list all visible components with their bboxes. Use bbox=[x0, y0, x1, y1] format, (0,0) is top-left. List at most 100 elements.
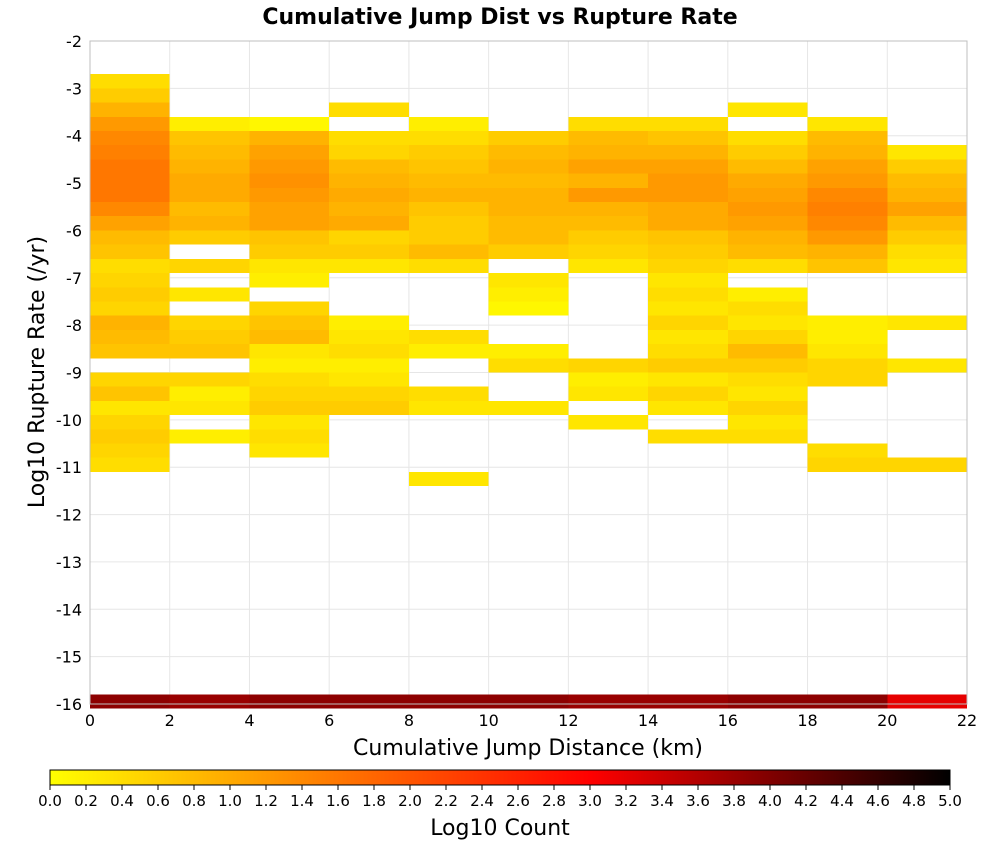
heatmap-cell bbox=[807, 159, 888, 174]
heatmap-cell bbox=[568, 386, 649, 401]
heatmap-cell bbox=[249, 173, 330, 188]
heatmap-cell bbox=[727, 102, 808, 117]
heatmap-cell bbox=[90, 130, 170, 146]
heatmap-cell bbox=[408, 130, 489, 146]
heatmap-cell bbox=[807, 116, 888, 131]
colorbar-tick-label: 1.4 bbox=[290, 792, 314, 810]
heatmap-cell bbox=[727, 372, 808, 387]
heatmap-cell bbox=[727, 415, 808, 430]
heatmap-cell bbox=[169, 202, 250, 217]
heatmap-cell bbox=[408, 145, 489, 160]
heatmap-cell bbox=[408, 173, 489, 188]
y-tick-label: -8 bbox=[66, 316, 82, 335]
heatmap-cell bbox=[648, 187, 728, 203]
heatmap-cell bbox=[568, 202, 649, 217]
heatmap-cell bbox=[727, 358, 808, 373]
heatmap-cell bbox=[90, 244, 170, 259]
heatmap-cell bbox=[408, 344, 489, 359]
y-tick-label: -11 bbox=[56, 458, 82, 477]
y-tick-label: -15 bbox=[56, 648, 82, 667]
heatmap-cell bbox=[648, 344, 728, 359]
heatmap-cell bbox=[169, 344, 250, 359]
colorbar-tick-label: 0.4 bbox=[110, 792, 134, 810]
heatmap-cell bbox=[887, 145, 967, 160]
heatmap-cell bbox=[329, 329, 409, 345]
x-tick-label: 10 bbox=[478, 711, 498, 730]
colorbar-tick-label: 4.0 bbox=[758, 792, 782, 810]
heatmap-cell bbox=[90, 145, 170, 160]
heatmap-cell bbox=[727, 244, 808, 259]
heatmap-cell bbox=[648, 315, 728, 330]
heatmap-cell bbox=[249, 230, 330, 245]
heatmap-cell bbox=[568, 173, 649, 188]
heatmap-cell bbox=[488, 244, 569, 259]
heatmap-cell bbox=[887, 230, 967, 245]
colorbar-tick-label: 5.0 bbox=[938, 792, 962, 810]
heatmap-cell bbox=[408, 400, 489, 416]
heatmap-cell bbox=[807, 258, 888, 274]
x-tick-label: 0 bbox=[85, 711, 95, 730]
heatmap-cell bbox=[807, 329, 888, 345]
heatmap-cell bbox=[329, 258, 409, 274]
heatmap-cell bbox=[648, 173, 728, 188]
colorbar-tick-label: 2.8 bbox=[542, 792, 566, 810]
heatmap-cell bbox=[249, 258, 330, 274]
heatmap-cell bbox=[488, 273, 569, 288]
heatmap-cell bbox=[807, 145, 888, 160]
heatmap-cell bbox=[887, 244, 967, 259]
heatmap-cell bbox=[249, 443, 330, 458]
heatmap-cell bbox=[887, 202, 967, 217]
heatmap-cell bbox=[329, 694, 409, 709]
colorbar-tick-label: 3.6 bbox=[686, 792, 710, 810]
heatmap-cell bbox=[727, 301, 808, 316]
heatmap-cell bbox=[887, 173, 967, 188]
heatmap-cell bbox=[90, 443, 170, 458]
heatmap-cell bbox=[408, 187, 489, 203]
heatmap-cell bbox=[90, 202, 170, 217]
heatmap-cell bbox=[90, 415, 170, 430]
heatmap-cell bbox=[408, 258, 489, 274]
heatmap-cell bbox=[568, 258, 649, 274]
heatmap-cell bbox=[568, 230, 649, 245]
heatmap-cell bbox=[488, 159, 569, 174]
x-tick-label: 6 bbox=[324, 711, 334, 730]
heatmap-cell bbox=[887, 187, 967, 203]
heatmap-cell bbox=[887, 315, 967, 330]
heatmap-cell bbox=[727, 386, 808, 401]
heatmap-cell bbox=[727, 329, 808, 345]
heatmap-cell bbox=[90, 88, 170, 103]
heatmap-cell bbox=[648, 372, 728, 387]
heatmap-cell bbox=[648, 116, 728, 131]
heatmap-cell bbox=[568, 694, 649, 709]
heatmap-cell bbox=[329, 202, 409, 217]
heatmap-cell bbox=[568, 372, 649, 387]
colorbar-tick-label: 2.4 bbox=[470, 792, 494, 810]
y-axis-label: Log10 Rupture Rate (/yr) bbox=[25, 236, 50, 508]
heatmap-cell bbox=[488, 694, 569, 709]
colorbar-tick-label: 1.8 bbox=[362, 792, 386, 810]
heatmap-cell bbox=[249, 187, 330, 203]
heatmap-cell bbox=[249, 315, 330, 330]
heatmap-cell bbox=[90, 258, 170, 274]
colorbar-tick-label: 3.4 bbox=[650, 792, 674, 810]
heatmap-cell bbox=[90, 273, 170, 288]
heatmap-cell bbox=[727, 230, 808, 245]
heatmap-cell bbox=[90, 173, 170, 188]
heatmap-cell bbox=[568, 145, 649, 160]
heatmap-cell bbox=[887, 159, 967, 174]
x-tick-label: 8 bbox=[404, 711, 414, 730]
heatmap-cell bbox=[169, 372, 250, 387]
heatmap-cell bbox=[169, 130, 250, 146]
heatmap-cell bbox=[249, 159, 330, 174]
colorbar-tick-label: 3.0 bbox=[578, 792, 602, 810]
heatmap-cell bbox=[329, 244, 409, 259]
heatmap-cell bbox=[249, 386, 330, 401]
heatmap-cell bbox=[648, 202, 728, 217]
heatmap-cell bbox=[727, 429, 808, 444]
heatmap-cell bbox=[807, 694, 888, 709]
heatmap-cell bbox=[727, 216, 808, 231]
heatmap-cell bbox=[249, 358, 330, 373]
heatmap-cell bbox=[727, 694, 808, 709]
heatmap-cell bbox=[807, 457, 888, 472]
